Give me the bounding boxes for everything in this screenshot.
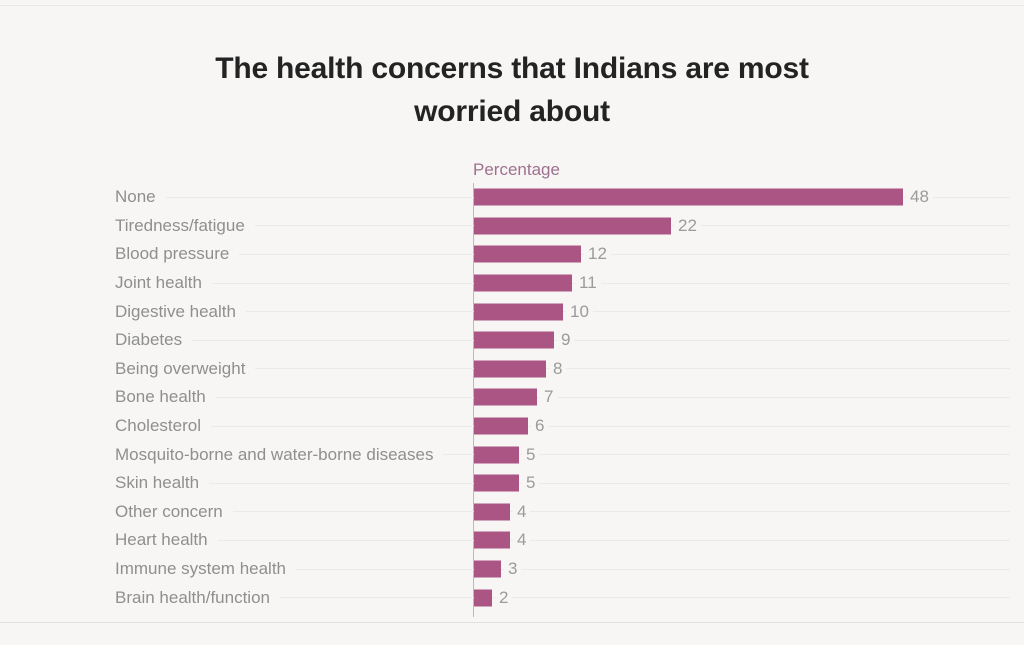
chart-row: Cholesterol 6	[115, 412, 1010, 441]
category-label: Cholesterol	[115, 416, 201, 436]
value-label: 10	[566, 300, 593, 323]
chart-row: Diabetes 9	[115, 326, 1010, 355]
top-divider	[0, 5, 1024, 6]
chart-row: Immune system health 3	[115, 555, 1010, 584]
bar	[474, 560, 501, 578]
value-label: 22	[674, 214, 701, 237]
bar	[474, 245, 581, 263]
value-label: 11	[575, 272, 601, 295]
value-label: 2	[495, 586, 513, 609]
bar	[474, 217, 671, 235]
row-gridline	[217, 539, 1010, 541]
y-axis-line	[473, 183, 474, 617]
chart-row: None 48	[115, 183, 1010, 212]
chart-row: Blood pressure 12	[115, 240, 1010, 269]
category-label: Diabetes	[115, 330, 183, 350]
row-gridline	[296, 568, 1010, 570]
value-label: 48	[906, 186, 933, 209]
chart-row: Mosquito-borne and water-borne diseases 5	[115, 440, 1010, 469]
chart-row: Other concern 4	[115, 498, 1010, 527]
row-gridline	[245, 311, 1010, 313]
chart-row: Skin health 5	[115, 469, 1010, 498]
value-label: 5	[522, 472, 540, 495]
bar-chart: Percentage None 48 Tiredness/fatigue 22 Bloo…	[115, 160, 1010, 617]
chart-row: Heart health 4	[115, 526, 1010, 555]
chart-row: Tiredness/fatigue 22	[115, 212, 1010, 241]
value-label: 9	[557, 329, 575, 352]
bar	[474, 303, 563, 321]
bar	[474, 388, 537, 406]
chart-title: The health concerns that Indians are mos…	[215, 52, 809, 128]
category-label: Immune system health	[115, 559, 287, 579]
bar	[474, 474, 519, 492]
row-gridline	[192, 339, 1010, 341]
bar	[474, 589, 492, 607]
category-label: Tiredness/fatigue	[115, 215, 245, 235]
category-label: Skin health	[115, 473, 200, 493]
chart-row: Digestive health 10	[115, 297, 1010, 326]
row-gridline	[211, 282, 1010, 284]
value-label: 4	[513, 529, 531, 552]
value-label: 3	[504, 557, 522, 581]
chart-row: Being overweight 8	[115, 355, 1010, 384]
bar	[474, 274, 572, 292]
value-label: 5	[522, 443, 540, 466]
row-gridline	[443, 454, 1010, 456]
value-label: 12	[584, 243, 611, 266]
value-label: 4	[513, 500, 531, 523]
category-label: Heart health	[115, 530, 208, 550]
category-label: Other concern	[115, 501, 223, 521]
bar	[474, 531, 510, 549]
chart-rows: None 48 Tiredness/fatigue 22 Blood pressure 1…	[115, 183, 1010, 617]
category-label: Joint health	[115, 273, 202, 293]
bar	[474, 446, 519, 464]
value-label: 7	[540, 386, 558, 409]
title-container: The health concerns that Indians are mos…	[0, 48, 1024, 133]
category-label: Digestive health	[115, 301, 236, 321]
bar	[474, 188, 903, 206]
x-axis-label: Percentage	[473, 160, 560, 179]
bottom-divider	[0, 622, 1024, 623]
category-label: Brain health/function	[115, 587, 270, 607]
chart-row: Joint health 11	[115, 269, 1010, 298]
category-label: Blood pressure	[115, 244, 230, 264]
category-label: None	[115, 187, 156, 207]
value-label: 8	[549, 357, 567, 380]
row-gridline	[211, 425, 1010, 427]
category-label: Bone health	[115, 387, 206, 407]
bar	[474, 503, 510, 521]
row-gridline	[239, 253, 1010, 255]
bar	[474, 417, 528, 435]
chart-row: Brain health/function 2	[115, 583, 1010, 612]
row-gridline	[280, 597, 1010, 599]
row-gridline	[232, 511, 1010, 513]
bar	[474, 360, 546, 378]
category-label: Being overweight	[115, 358, 246, 378]
value-label: 6	[531, 415, 549, 438]
category-label: Mosquito-borne and water-borne diseases	[115, 444, 434, 464]
chart-row: Bone health 7	[115, 383, 1010, 412]
row-gridline	[255, 368, 1010, 370]
bar	[474, 331, 554, 349]
row-gridline	[215, 396, 1010, 398]
row-gridline	[209, 482, 1010, 484]
